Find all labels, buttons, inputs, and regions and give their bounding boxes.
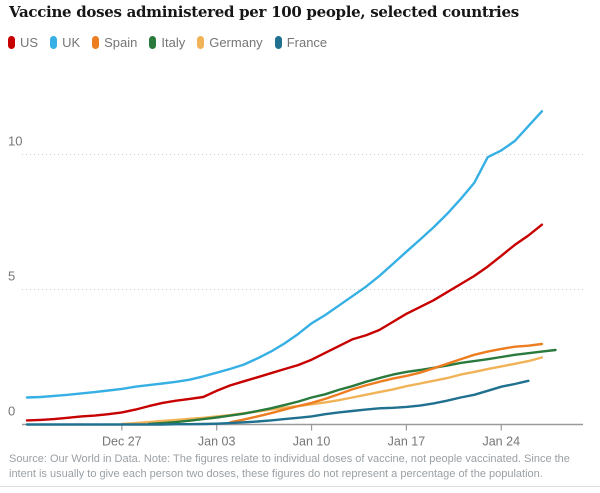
legend-label: Italy <box>161 35 186 50</box>
chart-title: Vaccine doses administered per 100 peopl… <box>9 3 519 21</box>
legend-label: US <box>20 35 39 50</box>
uk-line <box>25 110 544 399</box>
legend-label: Spain <box>104 35 138 50</box>
legend-item-uk: UK <box>50 36 80 49</box>
legend-item-spain: Spain <box>92 36 137 49</box>
italy-line <box>147 348 557 426</box>
us-line <box>25 223 544 422</box>
x-tick-label: Jan 10 <box>293 435 331 449</box>
legend-item-germany: Germany <box>197 35 263 50</box>
legend-label: France <box>286 35 328 50</box>
source-note: Source: Our World in Data. Note: The fig… <box>9 453 570 480</box>
x-tick-label: Dec 27 <box>102 435 142 449</box>
y-tick-label: 10 <box>8 134 22 149</box>
x-tick-label: Jan 24 <box>482 435 520 449</box>
legend-swatch-icon <box>92 36 100 49</box>
legend-swatch-icon <box>8 36 15 49</box>
legend: US UK Spain Italy Germany France <box>8 35 327 50</box>
legend-item-us: US <box>8 36 38 49</box>
legend-swatch-icon <box>197 36 205 49</box>
chart-plot: 0 5 10 Dec 27 Jan 03 Jan 10 Jan 17 Jan 24 <box>8 110 583 449</box>
legend-label: UK <box>62 35 81 50</box>
france-line <box>25 379 530 426</box>
legend-swatch-icon <box>50 36 58 49</box>
bottom-divider <box>0 486 600 487</box>
spain-line <box>229 342 544 424</box>
germany-line <box>120 356 544 426</box>
x-tick-label: Jan 03 <box>198 435 236 449</box>
legend-swatch-icon <box>274 36 282 49</box>
legend-swatch-icon <box>149 36 157 49</box>
legend-item-italy: Italy <box>149 36 185 49</box>
y-tick-label: 5 <box>8 269 15 284</box>
legend-label: Germany <box>209 35 263 50</box>
legend-item-france: France <box>274 35 328 50</box>
x-tick-label: Jan 17 <box>388 435 426 449</box>
y-tick-label: 0 <box>8 404 15 419</box>
